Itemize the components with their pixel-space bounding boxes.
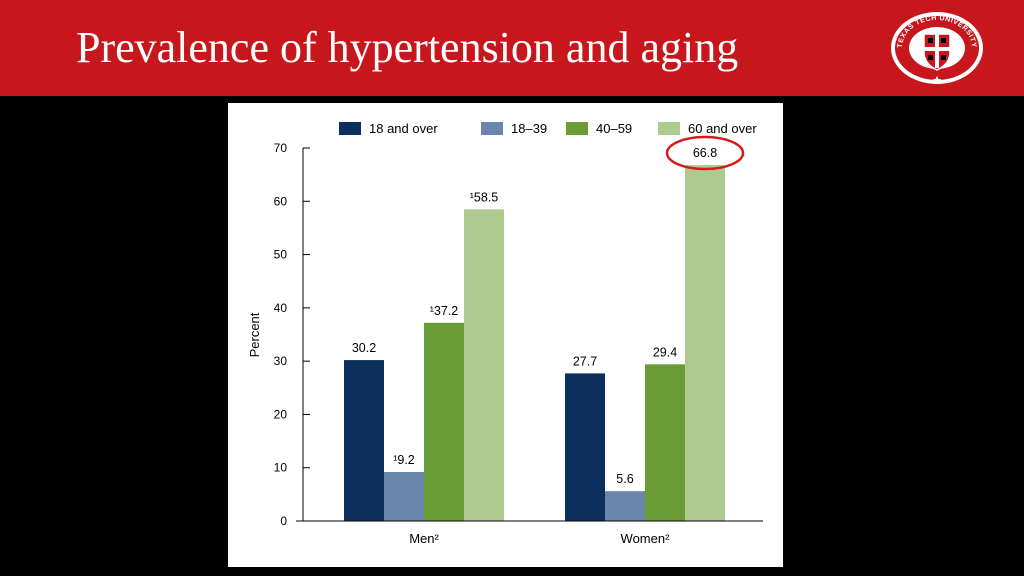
bar-value-label: ¹9.2 (393, 453, 415, 467)
chart-legend: 18 and over 18–39 40–59 60 and over (339, 121, 757, 136)
slide-title: Prevalence of hypertension and aging (76, 23, 739, 72)
bar-value-label: 5.6 (616, 472, 633, 486)
legend-swatch (481, 122, 503, 135)
bar-value-label: 66.8 (693, 146, 717, 160)
y-tick-label: 0 (280, 514, 287, 528)
bar (605, 491, 645, 521)
legend-swatch (658, 122, 680, 135)
bar (645, 364, 685, 521)
y-tick-label: 70 (274, 141, 288, 155)
legend-swatch (566, 122, 588, 135)
bar-value-label: 29.4 (653, 345, 677, 359)
bar (464, 209, 504, 521)
y-axis: 0 10 20 30 40 50 60 70 (274, 141, 310, 528)
y-axis-label: Percent (247, 312, 262, 357)
bar (344, 360, 384, 521)
bar-value-labels: 30.2 ¹9.2 ¹37.2 ¹58.5 27.7 5.6 29.4 66.8 (352, 146, 717, 486)
bar-chart: 18 and over 18–39 40–59 60 and over 0 10 20 30… (247, 121, 763, 546)
bar (384, 471, 424, 521)
y-tick-label: 50 (274, 248, 288, 262)
y-tick-label: 60 (274, 194, 288, 208)
y-tick-label: 40 (274, 301, 288, 315)
slide-header: Prevalence of hypertension and aging TEX… (0, 0, 1024, 96)
x-axis-labels: Men² Women² (409, 531, 670, 546)
legend-label: 18 and over (369, 121, 438, 136)
chart-panel: 18 and over 18–39 40–59 60 and over 0 10 20 30… (228, 103, 783, 567)
university-seal-logo: TEXAS TECH UNIVERSITY SYSTEM (885, 5, 986, 86)
bar-series (344, 165, 725, 521)
y-tick-label: 30 (274, 354, 288, 368)
legend-swatch (339, 122, 361, 135)
bar (424, 322, 464, 521)
highlight-circle (665, 135, 745, 171)
bar-value-label: ¹58.5 (470, 190, 499, 204)
legend-label: 18–39 (511, 121, 547, 136)
y-tick-label: 20 (274, 407, 288, 421)
x-tick-label: Men² (409, 531, 439, 546)
legend-label: 60 and over (688, 121, 757, 136)
x-tick-label: Women² (621, 531, 671, 546)
bar-value-label: 30.2 (352, 341, 376, 355)
bar (565, 373, 605, 521)
bar-value-label: ¹37.2 (430, 304, 459, 318)
bar (685, 165, 725, 521)
legend-label: 40–59 (596, 121, 632, 136)
y-tick-label: 10 (274, 461, 288, 475)
bar-value-label: 27.7 (573, 354, 597, 368)
